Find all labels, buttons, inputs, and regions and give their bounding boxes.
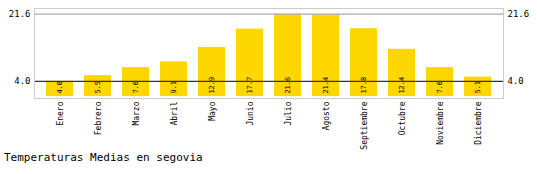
svg-text:Mayo: Mayo — [208, 101, 217, 120]
svg-text:21.6: 21.6 — [508, 9, 530, 19]
svg-text:17.7: 17.7 — [246, 77, 254, 94]
svg-text:7.6: 7.6 — [132, 81, 140, 94]
svg-text:Septiembre: Septiembre — [360, 101, 369, 149]
svg-text:21.6: 21.6 — [9, 9, 31, 19]
svg-text:12.4: 12.4 — [398, 77, 406, 94]
svg-text:Junio: Junio — [246, 101, 255, 125]
svg-text:21.4: 21.4 — [322, 77, 330, 94]
svg-text:4.0: 4.0 — [56, 81, 64, 94]
svg-text:17.8: 17.8 — [360, 77, 368, 94]
svg-text:5.5: 5.5 — [94, 81, 102, 94]
html-text:Temperaturas Medias en segovia: Temperaturas Medias en segovia — [4, 151, 203, 164]
svg-text:Febrero: Febrero — [94, 101, 103, 135]
svg-text:4.0: 4.0 — [14, 76, 30, 86]
svg-text:7.6: 7.6 — [436, 81, 444, 94]
svg-text:5.1: 5.1 — [474, 81, 482, 94]
svg-text:Enero: Enero — [56, 101, 65, 125]
svg-text:4.0: 4.0 — [508, 76, 524, 86]
svg-text:Julio: Julio — [284, 101, 293, 125]
svg-text:Noviembre: Noviembre — [436, 101, 445, 145]
svg-text:12.9: 12.9 — [208, 77, 216, 94]
svg-text:21.6: 21.6 — [284, 77, 292, 94]
svg-text:9.1: 9.1 — [170, 81, 178, 94]
svg-text:Marzo: Marzo — [132, 101, 141, 125]
svg-text:Diciembre: Diciembre — [474, 101, 483, 145]
svg-text:Octubre: Octubre — [398, 101, 407, 135]
svg-text:Agosto: Agosto — [322, 101, 331, 130]
svg-text:Abril: Abril — [170, 101, 179, 125]
